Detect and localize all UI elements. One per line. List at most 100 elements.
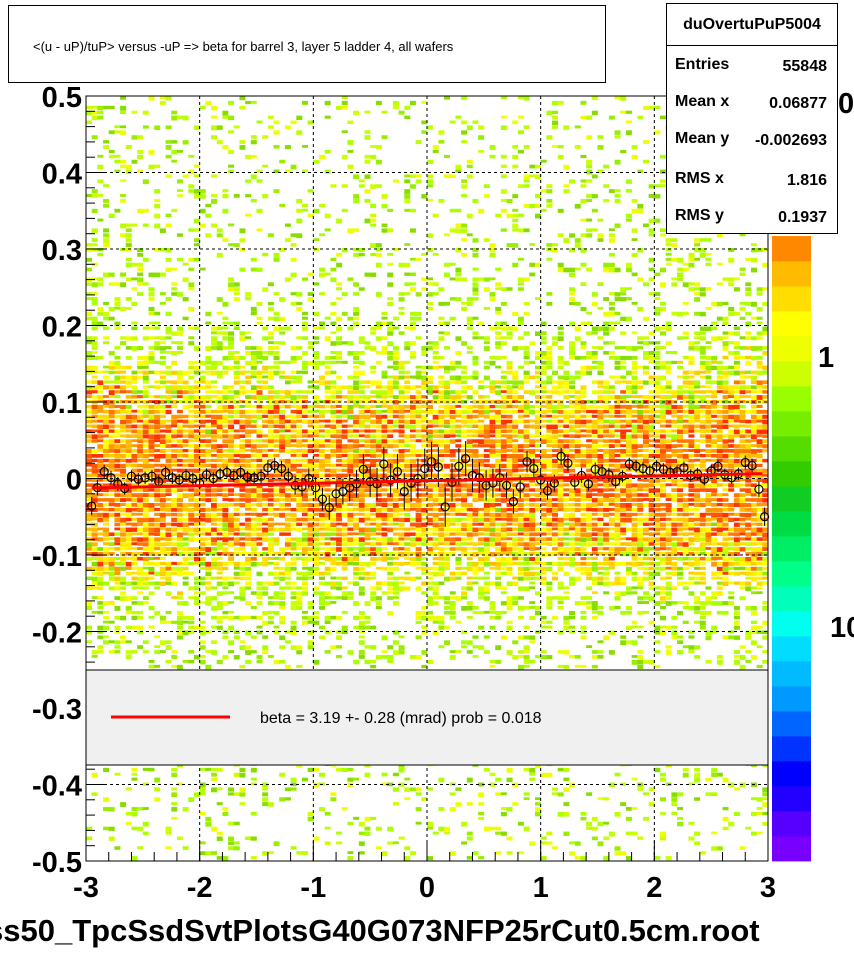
profile-point [87, 496, 97, 516]
stats-label: Mean y [675, 130, 730, 147]
chart-title: <(u - uP)/tuP> versus -uP => beta for ba… [33, 39, 454, 54]
profile-marker [447, 477, 457, 487]
palette-swatch [772, 286, 811, 312]
y-tick-label: 0.1 [42, 388, 82, 420]
profile-point [536, 470, 546, 490]
profile-point [440, 486, 450, 527]
stats-value: -0.002693 [754, 132, 827, 149]
palette-swatch [772, 636, 811, 662]
palette-label: 0 [838, 88, 854, 120]
stats-label: Mean x [675, 93, 730, 110]
profile-marker [747, 460, 757, 471]
palette-swatch [772, 761, 811, 787]
palette-swatch [772, 686, 811, 712]
profile-point [276, 460, 287, 477]
profile-marker [133, 474, 143, 484]
profile-point [317, 487, 328, 511]
x-tick-label: 3 [760, 872, 776, 904]
profile-point [201, 468, 212, 481]
profile-marker [242, 472, 253, 482]
profile-point [140, 471, 150, 484]
profile-point [563, 455, 573, 471]
profile-point [508, 489, 518, 514]
y-tick-label: 0.4 [42, 159, 82, 191]
profile-marker [174, 475, 184, 485]
profile-marker [501, 480, 512, 490]
stats-row-rms-x: RMS x 1.816 [675, 170, 827, 194]
profile-point [604, 467, 614, 482]
palette-swatch [772, 311, 811, 337]
y-tick-label: 0.5 [42, 82, 82, 114]
profile-marker [759, 512, 770, 522]
title-box: <(u - uP)/tuP> versus -uP => beta for ba… [8, 5, 606, 83]
profile-marker [290, 480, 300, 490]
palette-swatch [772, 361, 811, 387]
profile-point [474, 462, 484, 494]
profile-marker [160, 467, 171, 477]
profile-marker [713, 461, 723, 471]
stats-value: 0.1937 [778, 209, 827, 226]
palette-swatch [772, 836, 811, 862]
y-tick-label: -0.4 [32, 771, 82, 803]
profile-marker [201, 470, 212, 480]
profile-marker [99, 467, 109, 477]
x-tick-label: 2 [646, 872, 662, 904]
fit-line [91, 472, 763, 490]
profile-point [522, 450, 532, 473]
profile-point [399, 473, 409, 510]
legend-text: beta = 3.19 +- 0.28 (mrad) prob = 0.018 [260, 710, 542, 727]
profile-marker [249, 473, 259, 483]
profile-marker [474, 473, 484, 483]
stats-value: 0.06877 [769, 95, 827, 112]
palette-swatch [772, 736, 811, 762]
stats-box: duOvertuPuP5004 Entries 55848 Mean x 0.0… [666, 3, 838, 234]
stats-row-mean-y: Mean y -0.002693 [675, 130, 827, 154]
profile-marker [420, 463, 430, 474]
stats-row-rms-y: RMS y 0.1937 [675, 207, 827, 231]
profile-point [461, 441, 471, 477]
profile-marker [461, 454, 471, 464]
profile-marker [338, 486, 348, 497]
profile-marker [508, 496, 518, 507]
profile-point [529, 458, 539, 479]
profile-marker [529, 463, 539, 474]
profile-marker [379, 459, 389, 469]
profile-point [501, 472, 512, 499]
profile-marker [536, 475, 546, 485]
profile-marker [372, 479, 382, 489]
palette-swatch [772, 461, 811, 487]
profile-point [542, 481, 553, 500]
profile-point [747, 458, 757, 473]
profile-marker [583, 479, 594, 489]
stats-label: RMS x [675, 170, 724, 187]
stats-value: 55848 [782, 58, 828, 75]
palette-swatch [772, 661, 811, 687]
profile-marker [413, 473, 423, 484]
fit-line-segment [91, 472, 763, 490]
profile-marker [317, 494, 328, 504]
profile-point [583, 476, 594, 491]
profile-marker [604, 470, 614, 480]
profile-marker [679, 463, 689, 473]
profile-point [106, 470, 116, 485]
profile-point [215, 467, 225, 481]
profile-point [242, 470, 253, 484]
profile-point [759, 507, 770, 526]
profile-marker [563, 458, 573, 468]
profile-marker [406, 478, 416, 488]
profile-point [290, 476, 300, 495]
y-tick-label: 0.3 [42, 235, 82, 267]
palette-swatch [772, 611, 811, 637]
profile-marker [556, 451, 566, 461]
profile-point [679, 461, 689, 474]
palette-swatch [772, 386, 811, 412]
x-tick-label: -2 [187, 872, 213, 904]
profile-point [447, 463, 457, 502]
profile-point [372, 467, 382, 500]
profile-marker [215, 469, 225, 479]
profile-marker [358, 464, 368, 474]
profile-marker [140, 473, 150, 483]
profile-point [379, 447, 389, 481]
profile-marker [433, 462, 443, 472]
palette-label: 1 [818, 342, 834, 374]
